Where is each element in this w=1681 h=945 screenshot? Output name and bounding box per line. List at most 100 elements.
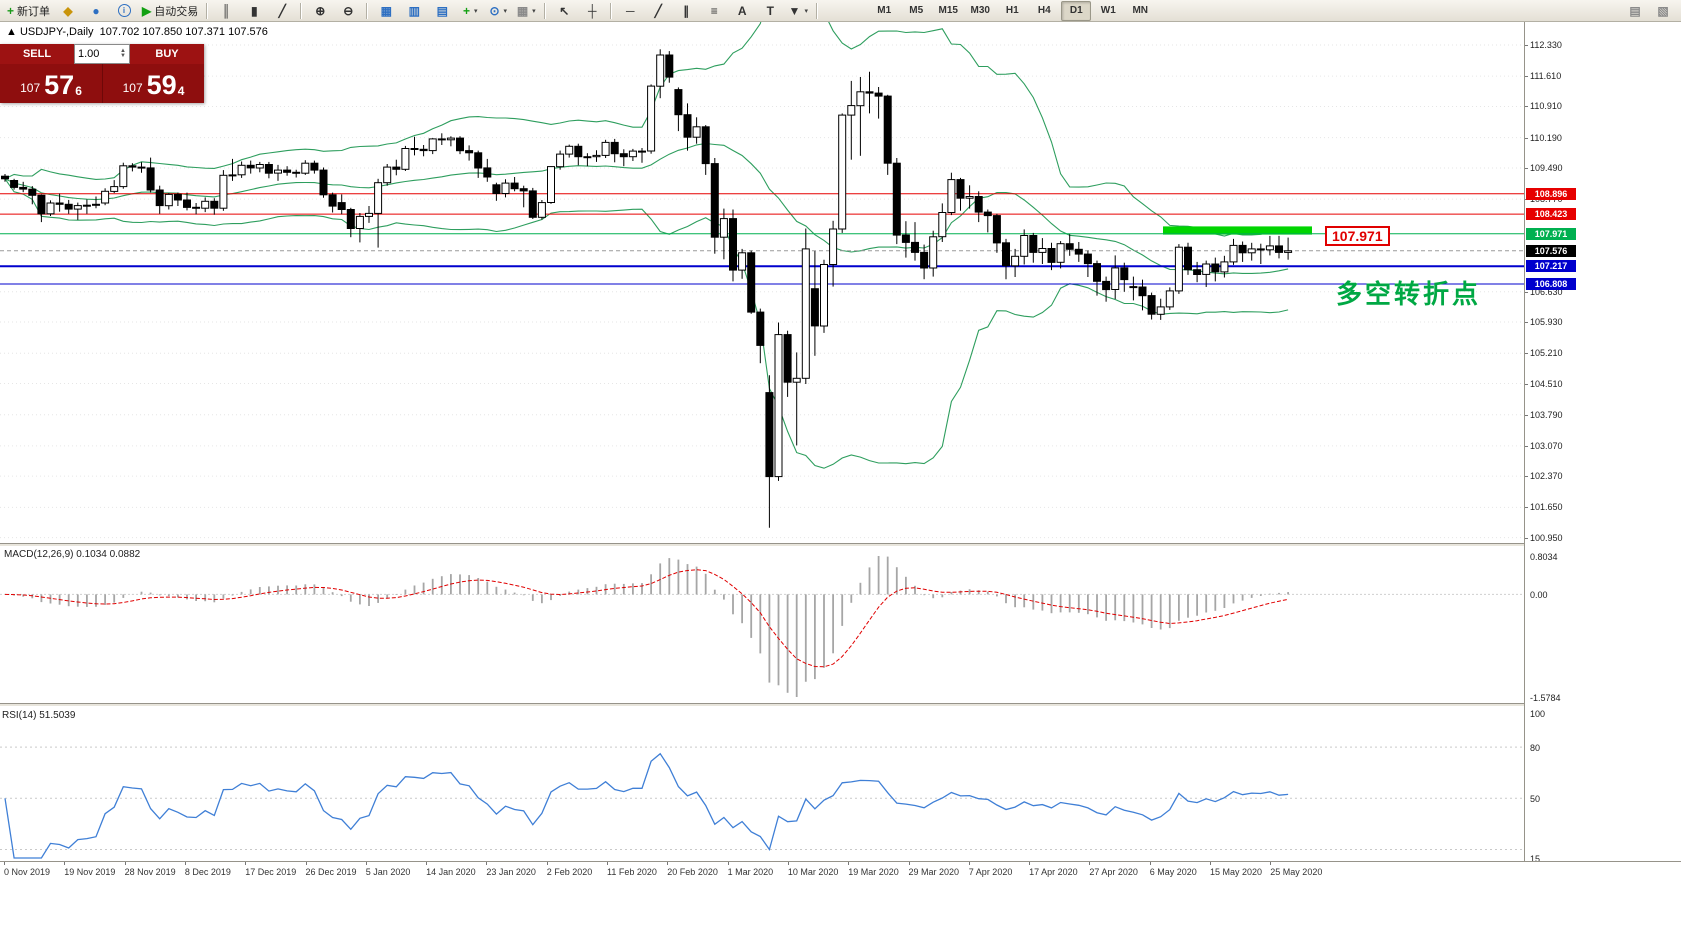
date-tick-mark bbox=[607, 862, 608, 865]
date-tick-mark bbox=[968, 862, 970, 865]
price-tag-107.971: 107.971 bbox=[1526, 227, 1576, 240]
tools-button[interactable]: ◆ bbox=[55, 1, 81, 21]
fibonacci-icon: ≡ bbox=[710, 3, 718, 18]
price-tick-mark bbox=[1525, 383, 1528, 385]
date-tick-mark bbox=[1149, 862, 1151, 865]
price-tick-label: 111.610 bbox=[1530, 71, 1562, 82]
channel-button[interactable]: ∥ bbox=[673, 1, 699, 21]
hline-icon: ─ bbox=[625, 3, 635, 18]
trendline-button[interactable]: ╱ bbox=[645, 1, 671, 21]
price-axis[interactable]: 112.330111.610110.910110.190109.490108.7… bbox=[1524, 22, 1681, 864]
date-label: 20 Feb 2020 bbox=[667, 867, 718, 877]
print-button[interactable]: ▤ bbox=[1622, 1, 1648, 21]
zoom-out-button[interactable]: ⊖ bbox=[335, 1, 361, 21]
volume-value: 1.00 bbox=[78, 48, 100, 60]
price-tag-107.217: 107.217 bbox=[1526, 260, 1576, 273]
buy-button[interactable]: BUY bbox=[130, 44, 204, 64]
rsi-panel[interactable] bbox=[0, 707, 1524, 861]
new-order-button[interactable]: + 新订单 bbox=[4, 1, 53, 21]
timeframe-button-m30[interactable]: M30 bbox=[970, 5, 990, 16]
timeframe-button-d1[interactable]: D1 bbox=[1061, 0, 1092, 21]
periods-button[interactable]: ⊙ ▾ bbox=[485, 1, 511, 21]
date-label: 28 Nov 2019 bbox=[124, 867, 176, 877]
price-tick-label: 100.950 bbox=[1530, 532, 1563, 543]
text-button[interactable]: A bbox=[729, 1, 755, 21]
macd-panel[interactable] bbox=[0, 547, 1524, 703]
price-tag-106.808: 106.808 bbox=[1526, 278, 1576, 291]
date-tick-mark bbox=[1210, 862, 1211, 865]
timeframe-button-mn[interactable]: MN bbox=[1132, 5, 1149, 16]
buy-price-button[interactable]: 107 59 4 bbox=[102, 64, 204, 103]
hammer-icon: ◆ bbox=[63, 3, 73, 18]
panel-separator[interactable] bbox=[0, 543, 1681, 547]
buy-price-prefix: 107 bbox=[122, 81, 143, 95]
price-tick-mark bbox=[1525, 167, 1528, 169]
date-tick-mark bbox=[667, 862, 669, 865]
price-tag-108.423: 108.423 bbox=[1526, 208, 1576, 221]
price-tick-mark bbox=[1525, 537, 1528, 539]
tile-windows-button[interactable]: ▦ bbox=[373, 1, 399, 21]
fibonacci-button[interactable]: ≡ bbox=[701, 1, 727, 21]
date-label: 19 Nov 2019 bbox=[64, 867, 116, 877]
profile-button[interactable]: ● bbox=[83, 1, 109, 21]
triangle-icon: ▲ bbox=[6, 26, 20, 38]
timeframe-button-h1[interactable]: H1 bbox=[1005, 5, 1019, 16]
date-label: 19 Mar 2020 bbox=[848, 867, 899, 877]
timeframe-button-w1[interactable]: W1 bbox=[1100, 5, 1116, 16]
templates-button[interactable]: ▦ ▾ bbox=[513, 1, 539, 21]
price-tick-mark bbox=[1525, 76, 1528, 78]
crosshair-icon: ┼ bbox=[587, 3, 597, 18]
date-tick-mark bbox=[184, 862, 186, 865]
price-tick-mark bbox=[1525, 137, 1528, 139]
bar-chart-button[interactable]: ║ bbox=[213, 1, 239, 21]
chevron-down-icon: ▾ bbox=[474, 7, 478, 15]
main-chart[interactable] bbox=[0, 22, 1524, 543]
auto-trading-button[interactable]: ▶ 自动交易 bbox=[139, 1, 201, 21]
date-axis[interactable]: 0 Nov 2019 19 Nov 2019 28 Nov 2019 8 Dec 20… bbox=[0, 861, 1681, 882]
label-icon: T bbox=[766, 3, 774, 18]
toolbar-separator bbox=[610, 2, 613, 19]
date-label: 14 Jan 2020 bbox=[426, 867, 476, 877]
arrange-vertical-button[interactable]: ▥ bbox=[401, 1, 427, 21]
sell-button[interactable]: SELL bbox=[0, 44, 74, 64]
template-icon: ▦ bbox=[516, 3, 529, 18]
timeframe-button-m5[interactable]: M5 bbox=[909, 5, 924, 16]
date-label: 17 Dec 2019 bbox=[245, 867, 297, 877]
hline-button[interactable]: ─ bbox=[617, 1, 643, 21]
volume-spinner[interactable]: ▲ ▼ bbox=[120, 48, 126, 59]
timeframe-button-m15[interactable]: M15 bbox=[938, 5, 958, 16]
rsi-scale-label: 80 bbox=[1530, 743, 1541, 754]
date-label: 11 Feb 2020 bbox=[607, 867, 657, 877]
arrows-icon: ▼ bbox=[788, 3, 801, 18]
label-button[interactable]: T bbox=[757, 1, 783, 21]
help-button[interactable]: i bbox=[111, 1, 137, 21]
crosshair-button[interactable]: ┼ bbox=[579, 1, 605, 21]
zoom-in-button[interactable]: ⊕ bbox=[307, 1, 333, 21]
find-button[interactable]: ▧ bbox=[1650, 1, 1676, 21]
timeframe-button-m1[interactable]: M1 bbox=[877, 5, 892, 16]
panel-separator[interactable] bbox=[0, 703, 1681, 707]
date-label: 1 Mar 2020 bbox=[727, 867, 774, 877]
cursor-button[interactable]: ↖ bbox=[551, 1, 577, 21]
candlestick-chart-button[interactable]: ▮ bbox=[241, 1, 267, 21]
price-level-callout[interactable]: 107.971 bbox=[1325, 226, 1390, 246]
date-label: 6 May 2020 bbox=[1149, 867, 1197, 877]
line-icon: ╱ bbox=[278, 3, 286, 18]
volume-input[interactable]: 1.00 ▲ ▼ bbox=[74, 44, 130, 64]
arrows-button[interactable]: ▼ ▾ bbox=[785, 1, 811, 21]
date-tick-mark bbox=[245, 862, 247, 865]
info-icon: i bbox=[117, 4, 131, 17]
date-tick-mark bbox=[1029, 862, 1031, 865]
price-tick-label: 103.070 bbox=[1530, 440, 1563, 451]
line-chart-button[interactable]: ╱ bbox=[269, 1, 295, 21]
sell-price-button[interactable]: 107 57 6 bbox=[0, 64, 102, 103]
timeframe-button-h4[interactable]: H4 bbox=[1037, 5, 1051, 16]
arrange-horizontal-button[interactable]: ▤ bbox=[429, 1, 455, 21]
new-order-icon: + bbox=[7, 3, 15, 18]
date-label: 2 Feb 2020 bbox=[546, 867, 593, 877]
arrange-horizontal-icon: ▤ bbox=[436, 3, 448, 18]
indicators-button[interactable]: + ▾ bbox=[457, 1, 483, 21]
price-tick-label: 110.190 bbox=[1530, 132, 1562, 143]
auto-trading-button-label: 自动交易 bbox=[154, 5, 199, 18]
